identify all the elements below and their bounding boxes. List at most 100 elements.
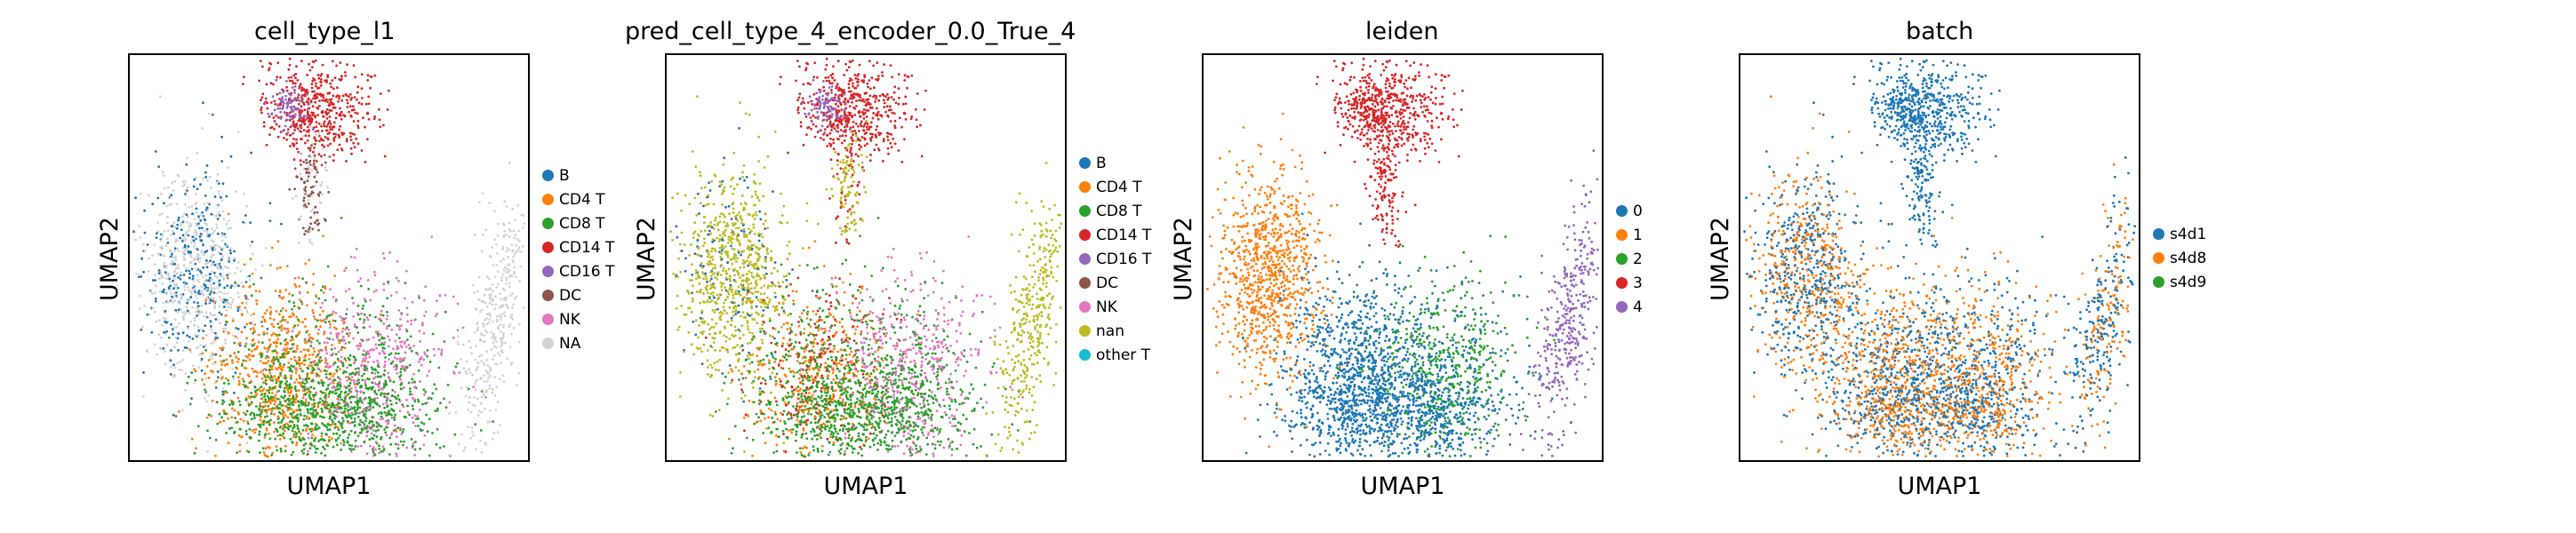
scatter-point [265, 426, 268, 430]
scatter-point [166, 300, 169, 304]
scatter-point [298, 110, 300, 114]
scatter-point [316, 74, 320, 76]
scatter-point [834, 93, 837, 96]
scatter-point [314, 426, 317, 429]
scatter-point [188, 272, 192, 275]
scatter-point [799, 124, 803, 128]
scatter-point [824, 76, 828, 79]
scatter-point [329, 123, 332, 125]
scatter-point [822, 118, 826, 122]
scatter-point [212, 282, 216, 285]
scatter-point [816, 76, 819, 79]
scatter-point [239, 418, 243, 421]
scatter-point [850, 152, 853, 155]
scatter-point [307, 198, 310, 202]
scatter-point [163, 261, 166, 265]
scatter-point [846, 99, 850, 102]
scatter-point [194, 290, 196, 293]
scatter-point [853, 114, 857, 116]
scatter-point [293, 84, 297, 88]
scatter-point [347, 334, 350, 338]
scatter-point [308, 241, 312, 243]
scatter-point [852, 121, 855, 123]
scatter-point [359, 284, 363, 288]
scatter-point [263, 381, 267, 385]
scatter-point [299, 367, 302, 370]
scatter-point [197, 366, 201, 369]
scatter-point [283, 386, 286, 390]
scatter-point [353, 133, 356, 136]
scatter-point [310, 364, 313, 367]
scatter-point [342, 335, 345, 338]
scatter-point [875, 97, 877, 100]
scatter-point [317, 349, 321, 353]
scatter-point [345, 99, 348, 102]
scatter-point [298, 84, 301, 88]
scatter-point [134, 196, 137, 200]
scatter-point [205, 230, 209, 234]
scatter-point [893, 119, 897, 123]
scatter-point [233, 351, 236, 354]
scatter-point [173, 277, 176, 281]
scatter-point [298, 374, 300, 378]
scatter-point [217, 190, 220, 194]
scatter-point [285, 331, 289, 334]
scatter-point [862, 117, 866, 120]
scatter-point [317, 76, 321, 80]
scatter-point [276, 434, 279, 437]
scatter-point [165, 277, 168, 281]
scatter-point [344, 328, 348, 330]
scatter-point [852, 92, 856, 95]
scatter-point [153, 243, 156, 246]
scatter-point [298, 359, 301, 362]
scatter-point [218, 262, 221, 266]
scatter-point [897, 73, 900, 76]
scatter-point [311, 79, 315, 83]
scatter-point [890, 146, 893, 149]
scatter-point [316, 96, 319, 99]
scatter-point [259, 389, 262, 393]
scatter-point [349, 147, 353, 150]
scatter-point [764, 306, 767, 309]
scatter-point [155, 284, 157, 288]
scatter-point [299, 83, 302, 86]
scatter-point [160, 336, 163, 339]
scatter-point [315, 180, 318, 184]
scatter-point [193, 323, 196, 326]
scatter-point [830, 84, 834, 88]
scatter-point [293, 96, 297, 99]
scatter-point [360, 149, 364, 152]
scatter-point [276, 379, 280, 383]
scatter-point [203, 229, 206, 233]
scatter-point [285, 132, 288, 136]
scatter-point [293, 387, 297, 390]
scatter-point [146, 350, 148, 354]
scatter-point [263, 374, 267, 378]
scatter-point [225, 222, 228, 226]
scatter-point [183, 212, 186, 215]
scatter-point [811, 103, 814, 106]
scatter-point [310, 190, 314, 194]
scatter-point [815, 91, 819, 95]
scatter-point [237, 412, 240, 416]
scatter-point [183, 346, 187, 349]
scatter-point [300, 94, 303, 98]
scatter-point [909, 117, 913, 121]
scatter-point [231, 298, 235, 301]
scatter-point [291, 86, 294, 89]
scatter-point [380, 313, 382, 316]
scatter-point [824, 68, 828, 71]
scatter-point [173, 179, 177, 183]
scatter-point [405, 446, 409, 449]
scatter-point [316, 367, 320, 370]
scatter-point [361, 97, 364, 99]
scatter-point [175, 325, 179, 329]
scatter-point [797, 96, 801, 99]
scatter-point [308, 62, 310, 66]
scatter-point [183, 243, 187, 247]
scatter-point [180, 369, 183, 371]
scatter-point [216, 172, 220, 176]
scatter-point [339, 124, 342, 128]
scatter-point [318, 314, 322, 316]
scatter-point [256, 346, 259, 348]
